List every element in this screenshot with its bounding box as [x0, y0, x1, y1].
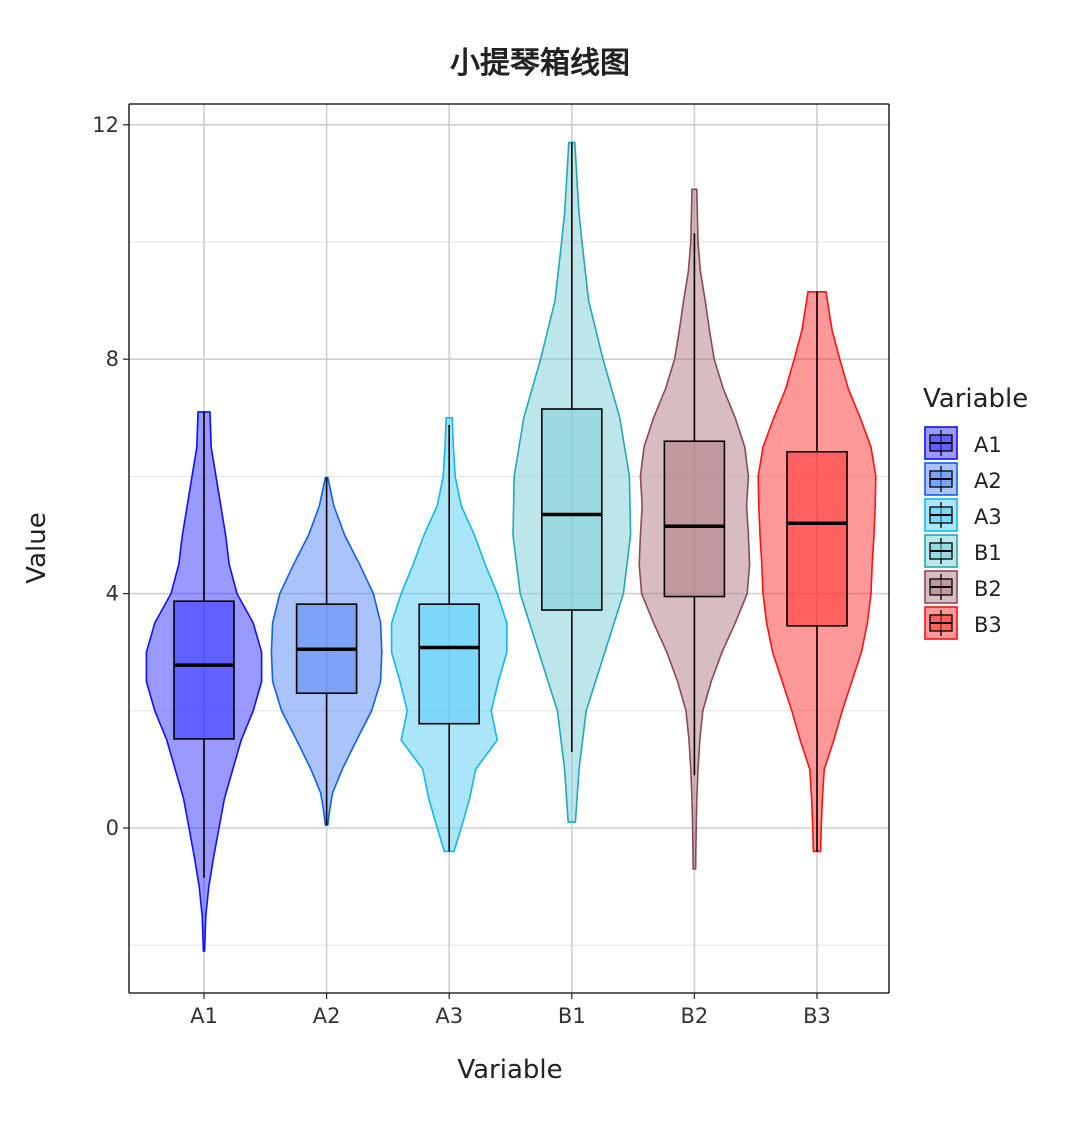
legend-label-A2: A2 — [974, 469, 1002, 493]
y-axis-label: Value — [22, 512, 52, 583]
box-A1 — [173, 600, 235, 740]
x-tick-label: A2 — [313, 1004, 341, 1028]
x-tick-label: B1 — [558, 1004, 586, 1028]
chart-title: 小提琴箱线图 — [450, 46, 630, 81]
legend-label-A1: A1 — [974, 433, 1002, 457]
y-tick-label: 12 — [92, 113, 119, 137]
legend-label-B3: B3 — [974, 613, 1002, 637]
box-B2 — [663, 440, 726, 598]
x-tick-label: A1 — [190, 1004, 218, 1028]
x-tick-label: B3 — [803, 1004, 831, 1028]
x-axis-label: Variable — [457, 1055, 562, 1085]
box-B1 — [540, 408, 603, 611]
box-B3 — [786, 450, 848, 627]
legend: Variable A1 A2 A3 B1 B2 B3 — [923, 384, 1028, 640]
x-tick-label: A3 — [435, 1004, 463, 1028]
legend-label-B1: B1 — [974, 541, 1002, 565]
y-tick-label: 0 — [106, 816, 119, 840]
legend-label-B2: B2 — [974, 577, 1002, 601]
legend-title: Variable — [923, 384, 1028, 414]
axes: 0 4 8 12 A1 A2 A3 B1 B2 B3 — [92, 103, 890, 1028]
y-tick-label: 4 — [106, 582, 119, 606]
y-tick-label: 8 — [106, 347, 119, 371]
legend-label-A3: A3 — [974, 505, 1002, 529]
boxplot-layer — [173, 142, 848, 878]
box-A3 — [418, 603, 481, 725]
x-tick-label: B2 — [681, 1004, 709, 1028]
